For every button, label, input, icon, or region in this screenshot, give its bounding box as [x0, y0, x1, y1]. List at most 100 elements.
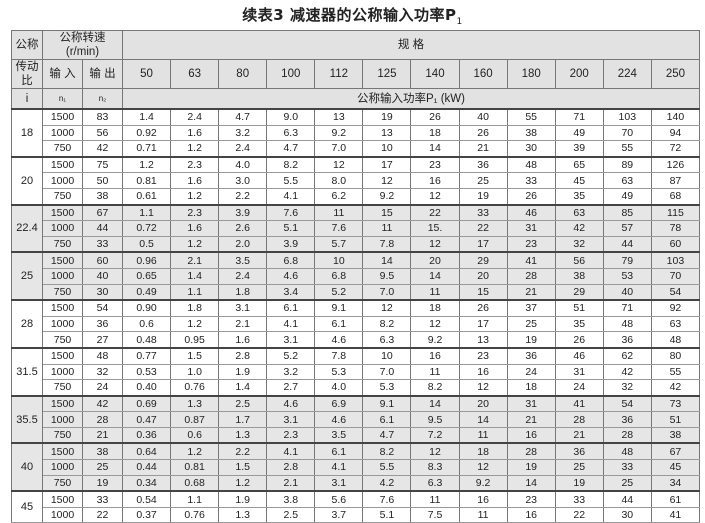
power-cell: 51	[650, 411, 701, 428]
power-cell: 7.0	[362, 283, 412, 301]
power-cell: 20	[410, 251, 460, 269]
power-cell: 6.1	[314, 315, 364, 333]
power-cell: 0.49	[121, 283, 172, 301]
power-cell: 33	[602, 459, 652, 476]
power-cell: 25	[458, 172, 508, 189]
table-title: 续表3 减速器的公称输入功率P1	[0, 4, 705, 27]
power-cell: 19	[554, 474, 604, 492]
power-cell: 29	[554, 283, 604, 301]
power-cell: 72	[650, 140, 701, 158]
input-speed-cell: 1500	[42, 346, 83, 365]
output-speed-cell: 30	[82, 283, 123, 301]
ratio-header-2: 传动比	[11, 59, 43, 89]
power-cell: 1.2	[170, 140, 220, 158]
power-cell: 1.8	[218, 283, 268, 301]
power-cell: 3.1	[266, 331, 316, 349]
power-cell: 12	[314, 155, 364, 174]
power-cell: 23	[458, 346, 508, 365]
table-row: 45 1500 33 0.54 1.1 1.9 3.8 5.6 7.6 11 16 23 33 44 61	[11, 490, 701, 523]
power-cell: 1.3	[218, 426, 268, 444]
power-cell: 4.7	[362, 426, 412, 444]
power-cell: 5.1	[362, 506, 412, 523]
input-speed-cell: 750	[42, 283, 83, 301]
power-cell: 32	[602, 379, 652, 397]
power-cell: 31	[506, 220, 556, 237]
power-cell: 14	[458, 411, 508, 428]
power-cell: 0.96	[121, 251, 172, 269]
power-cell: 2.5	[266, 506, 316, 523]
power-cell: 22	[410, 203, 460, 222]
size-header: 63	[170, 59, 220, 89]
power-cell: 22	[458, 220, 508, 237]
power-cell: 37	[506, 299, 556, 317]
input-speed-cell: 1000	[42, 220, 83, 237]
power-cell: 5.2	[266, 346, 316, 365]
power-cell: 38	[554, 267, 604, 285]
power-cell: 53	[602, 267, 652, 285]
table-row: 1000 40 0.65 1.4 2.4 4.6 6.8 9.5 14 20 28 38 53 70	[12, 267, 701, 285]
power-cell: 9.5	[362, 267, 412, 285]
power-cell: 16	[410, 172, 460, 189]
input-speed-cell: 1500	[42, 394, 83, 413]
input-speed-cell: 1000	[42, 459, 83, 476]
output-speed-cell: 19	[82, 474, 123, 492]
power-cell: 71	[602, 299, 652, 317]
power-cell: 94	[650, 124, 701, 142]
power-cell: 78	[650, 220, 701, 237]
title-subscript: 1	[456, 17, 463, 27]
power-cell: 4.6	[314, 411, 364, 428]
power-cell: 45	[554, 172, 604, 189]
power-cell: 6.8	[266, 251, 316, 269]
power-cell: 9.1	[362, 394, 412, 413]
power-cell: 44	[602, 490, 652, 508]
power-cell: 61	[650, 490, 701, 508]
power-cell: 36	[554, 442, 604, 461]
power-cell: 63	[602, 172, 652, 189]
input-speed-cell: 750	[42, 187, 83, 206]
power-cell: 54	[650, 283, 701, 301]
input-speed-cell: 750	[42, 474, 83, 492]
table-row: 28 1500 54 0.90 1.8 3.1 6.1 9.1 12 18 26 37 51 71 92	[11, 299, 701, 349]
power-table: 公称 公称转速(r/min) 规 格 传动比 输 入 输 出 50 63 80 100…	[11, 30, 701, 523]
output-speed-cell: 54	[82, 299, 123, 317]
power-cell: 51	[554, 299, 604, 317]
power-cell: 34	[650, 474, 701, 492]
power-cell: 33	[458, 203, 508, 222]
power-cell: 13	[458, 331, 508, 349]
power-cell: 87	[650, 172, 701, 189]
power-cell: 67	[650, 442, 701, 461]
power-cell: 0.65	[121, 267, 172, 285]
power-cell: 12	[458, 379, 508, 397]
power-cell: 2.0	[218, 235, 268, 253]
power-cell: 16	[458, 363, 508, 381]
power-cell: 11	[410, 283, 460, 301]
power-cell: 7.0	[314, 140, 364, 158]
power-cell: 1.7	[218, 411, 268, 428]
power-cell: 103	[650, 251, 701, 269]
table-row: 1000 32 0.53 1.0 1.9 3.2 5.3 7.0 11 16 24 31 42 55	[12, 363, 701, 381]
output-speed-cell: 24	[82, 379, 123, 397]
ratio-header-1: 公称	[11, 30, 43, 60]
power-cell: 68	[650, 187, 701, 206]
size-header: 125	[362, 59, 412, 89]
output-speed-cell: 22	[82, 506, 123, 523]
power-cell: 14	[410, 394, 460, 413]
output-speed-cell: 40	[82, 267, 123, 285]
power-cell: 6.1	[266, 299, 316, 317]
power-cell: 4.1	[314, 459, 364, 476]
table-row: 18 1500 83 1.4 2.4 4.7 9.0 13 19 26 40 55 71 103 140	[11, 107, 701, 158]
power-cell: 33	[554, 490, 604, 508]
power-cell: 1.4	[170, 267, 220, 285]
size-header: 100	[266, 59, 316, 89]
power-cell: 9.1	[314, 299, 364, 317]
power-cell: 16	[506, 506, 556, 523]
power-cell: 40	[602, 283, 652, 301]
power-cell: 3.9	[218, 203, 268, 222]
power-cell: 8.2	[410, 379, 460, 397]
power-cell: 9.2	[362, 187, 412, 206]
power-cell: 15	[458, 283, 508, 301]
power-cell: 14	[410, 140, 460, 158]
power-cell: 1.5	[218, 459, 268, 476]
power-cell: 41	[650, 506, 701, 523]
power-cell: 10	[314, 251, 364, 269]
